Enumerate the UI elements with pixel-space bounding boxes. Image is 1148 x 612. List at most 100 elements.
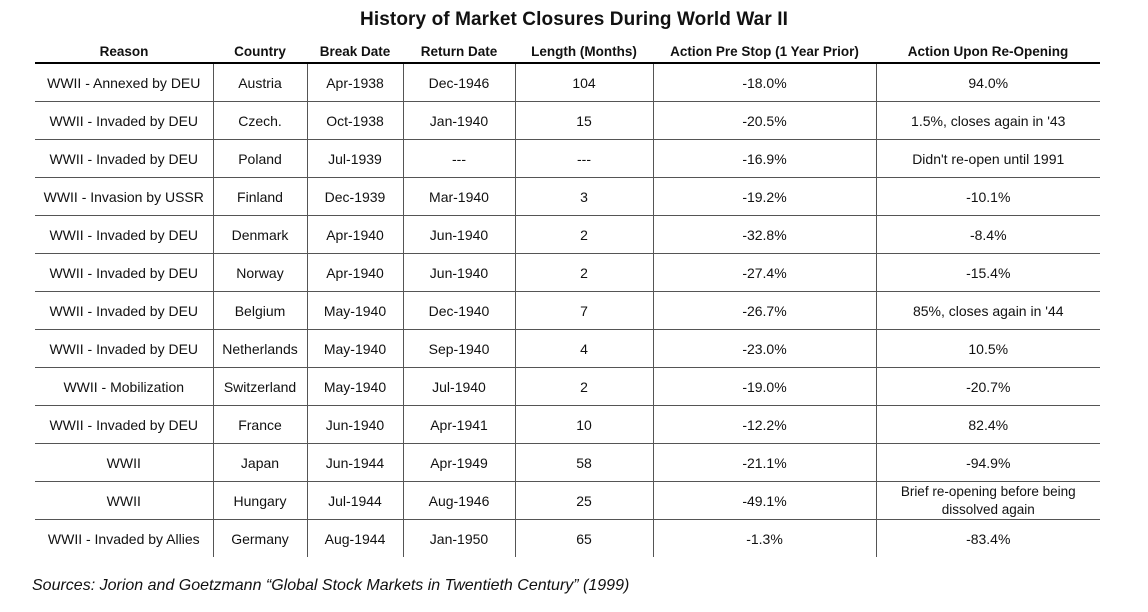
cell-action-upon-reopening: 85%, closes again in '44 [875,291,1100,330]
cell-action-pre-stop: -21.1% [652,443,876,482]
cell-country: Netherlands [212,329,307,368]
cell-reason: WWII - Invaded by DEU [35,139,213,178]
cell-action-pre-stop: -12.2% [652,405,876,444]
cell-length: 25 [514,481,653,520]
cell-length: 2 [514,215,653,254]
source-citation: Sources: Jorion and Goetzmann “Global St… [32,577,630,594]
cell-reason: WWII - Invaded by DEU [35,405,213,444]
cell-break-date: Apr-1938 [306,63,403,102]
cell-action-pre-stop: -20.5% [652,101,876,140]
market-closures-table: Reason Country Break Date Return Date Le… [35,40,1100,557]
cell-length: 4 [514,329,653,368]
cell-reason: WWII - Invaded by DEU [35,329,213,368]
cell-length: 65 [514,519,653,557]
cell-reason: WWII - Invaded by DEU [35,101,213,140]
cell-action-upon-reopening: 82.4% [875,405,1100,444]
column-header-break-date: Break Date [307,40,403,64]
header-row: Reason Country Break Date Return Date Le… [35,40,1100,64]
cell-break-date: Jun-1940 [306,405,403,444]
table-row: WWII Japan Jun-1944 Apr-1949 58 -21.1% -… [35,443,1100,482]
cell-return-date: Dec-1946 [402,63,515,102]
cell-action-pre-stop: -19.0% [652,367,876,406]
cell-action-pre-stop: -16.9% [652,139,876,178]
table-row: WWII - Invaded by DEU Czech. Oct-1938 Ja… [35,101,1100,140]
table-row: WWII - Invaded by DEU France Jun-1940 Ap… [35,405,1100,444]
cell-break-date: Jun-1944 [306,443,403,482]
cell-length: 104 [514,63,653,102]
cell-country: Belgium [212,291,307,330]
cell-length: 2 [514,367,653,406]
cell-country: Germany [212,519,307,557]
table-row: WWII - Invaded by DEU Norway Apr-1940 Ju… [35,253,1100,292]
table-row: WWII Hungary Jul-1944 Aug-1946 25 -49.1%… [35,481,1100,520]
table-row: WWII - Invaded by DEU Belgium May-1940 D… [35,291,1100,330]
cell-break-date: May-1940 [306,291,403,330]
cell-action-pre-stop: -26.7% [652,291,876,330]
cell-reason: WWII - Invasion by USSR [35,177,213,216]
cell-action-upon-reopening: -20.7% [875,367,1100,406]
cell-return-date: Jun-1940 [402,253,515,292]
cell-return-date: Jan-1940 [402,101,515,140]
cell-return-date: Mar-1940 [402,177,515,216]
cell-action-pre-stop: -49.1% [652,481,876,520]
cell-action-pre-stop: -32.8% [652,215,876,254]
cell-country: Denmark [212,215,307,254]
cell-country: Czech. [212,101,307,140]
cell-return-date: Jul-1940 [402,367,515,406]
cell-action-upon-reopening: -15.4% [875,253,1100,292]
cell-break-date: Apr-1940 [306,253,403,292]
cell-length: 58 [514,443,653,482]
cell-return-date: Jan-1950 [402,519,515,557]
cell-country: Finland [212,177,307,216]
cell-reason: WWII - Annexed by DEU [35,63,213,102]
cell-action-upon-reopening: -8.4% [875,215,1100,254]
cell-reason: WWII - Invaded by DEU [35,253,213,292]
cell-reason: WWII [35,443,213,482]
cell-reason: WWII - Invaded by DEU [35,215,213,254]
table-title: History of Market Closures During World … [360,9,788,30]
cell-country: Japan [212,443,307,482]
cell-action-pre-stop: -27.4% [652,253,876,292]
cell-reason: WWII - Invaded by Allies [47,530,200,547]
cell-action-upon-reopening: Didn't re-open until 1991 [875,139,1100,178]
cell-action-upon-reopening: -83.4% [875,519,1100,557]
table-row: WWII - Invaded by DEU Netherlands May-19… [35,329,1100,368]
cell-break-date: Jul-1944 [306,481,403,520]
cell-action-pre-stop: -19.2% [652,177,876,216]
cell-return-date: Dec-1940 [402,291,515,330]
cell-break-date: May-1940 [306,367,403,406]
cell-action-pre-stop: -23.0% [652,329,876,368]
column-header-length: Length (Months) [515,40,653,64]
cell-action-upon-reopening: 10.5% [875,329,1100,368]
cell-length: 10 [514,405,653,444]
cell-length: 3 [514,177,653,216]
cell-action-upon-reopening: 94.0% [875,63,1100,102]
cell-reason: WWII - Mobilization [35,367,213,406]
cell-action-upon-reopening: -10.1% [875,177,1100,216]
table-row: WWII - Invaded by DEU Poland Jul-1939 --… [35,139,1100,178]
cell-return-date: Apr-1941 [402,405,515,444]
column-header-country: Country [213,40,307,64]
cell-country: Switzerland [212,367,307,406]
cell-break-date: Oct-1938 [306,101,403,140]
cell-country: Austria [212,63,307,102]
table-row: WWII - Mobilization Switzerland May-1940… [35,367,1100,406]
table-row: WWII - Invaded by DEU Denmark Apr-1940 J… [35,215,1100,254]
cell-return-date: Sep-1940 [402,329,515,368]
cell-return-date: Aug-1946 [402,481,515,520]
cell-country: Poland [212,139,307,178]
cell-return-date: --- [402,139,515,178]
table-row: WWII - Annexed by DEU Austria Apr-1938 D… [35,63,1100,102]
cell-length: 7 [514,291,653,330]
table-row: WWII - Invaded by Allies Germany Aug-194… [35,519,1100,557]
column-header-action-pre-stop: Action Pre Stop (1 Year Prior) [653,40,876,64]
cell-length: 2 [514,253,653,292]
cell-break-date: May-1940 [306,329,403,368]
column-header-action-upon-reopening: Action Upon Re-Opening [876,40,1100,64]
cell-country: Hungary [212,481,307,520]
cell-return-date: Apr-1949 [402,443,515,482]
cell-length: --- [514,139,653,178]
cell-return-date: Jun-1940 [402,215,515,254]
cell-action-pre-stop: -18.0% [652,63,876,102]
cell-break-date: Apr-1940 [306,215,403,254]
